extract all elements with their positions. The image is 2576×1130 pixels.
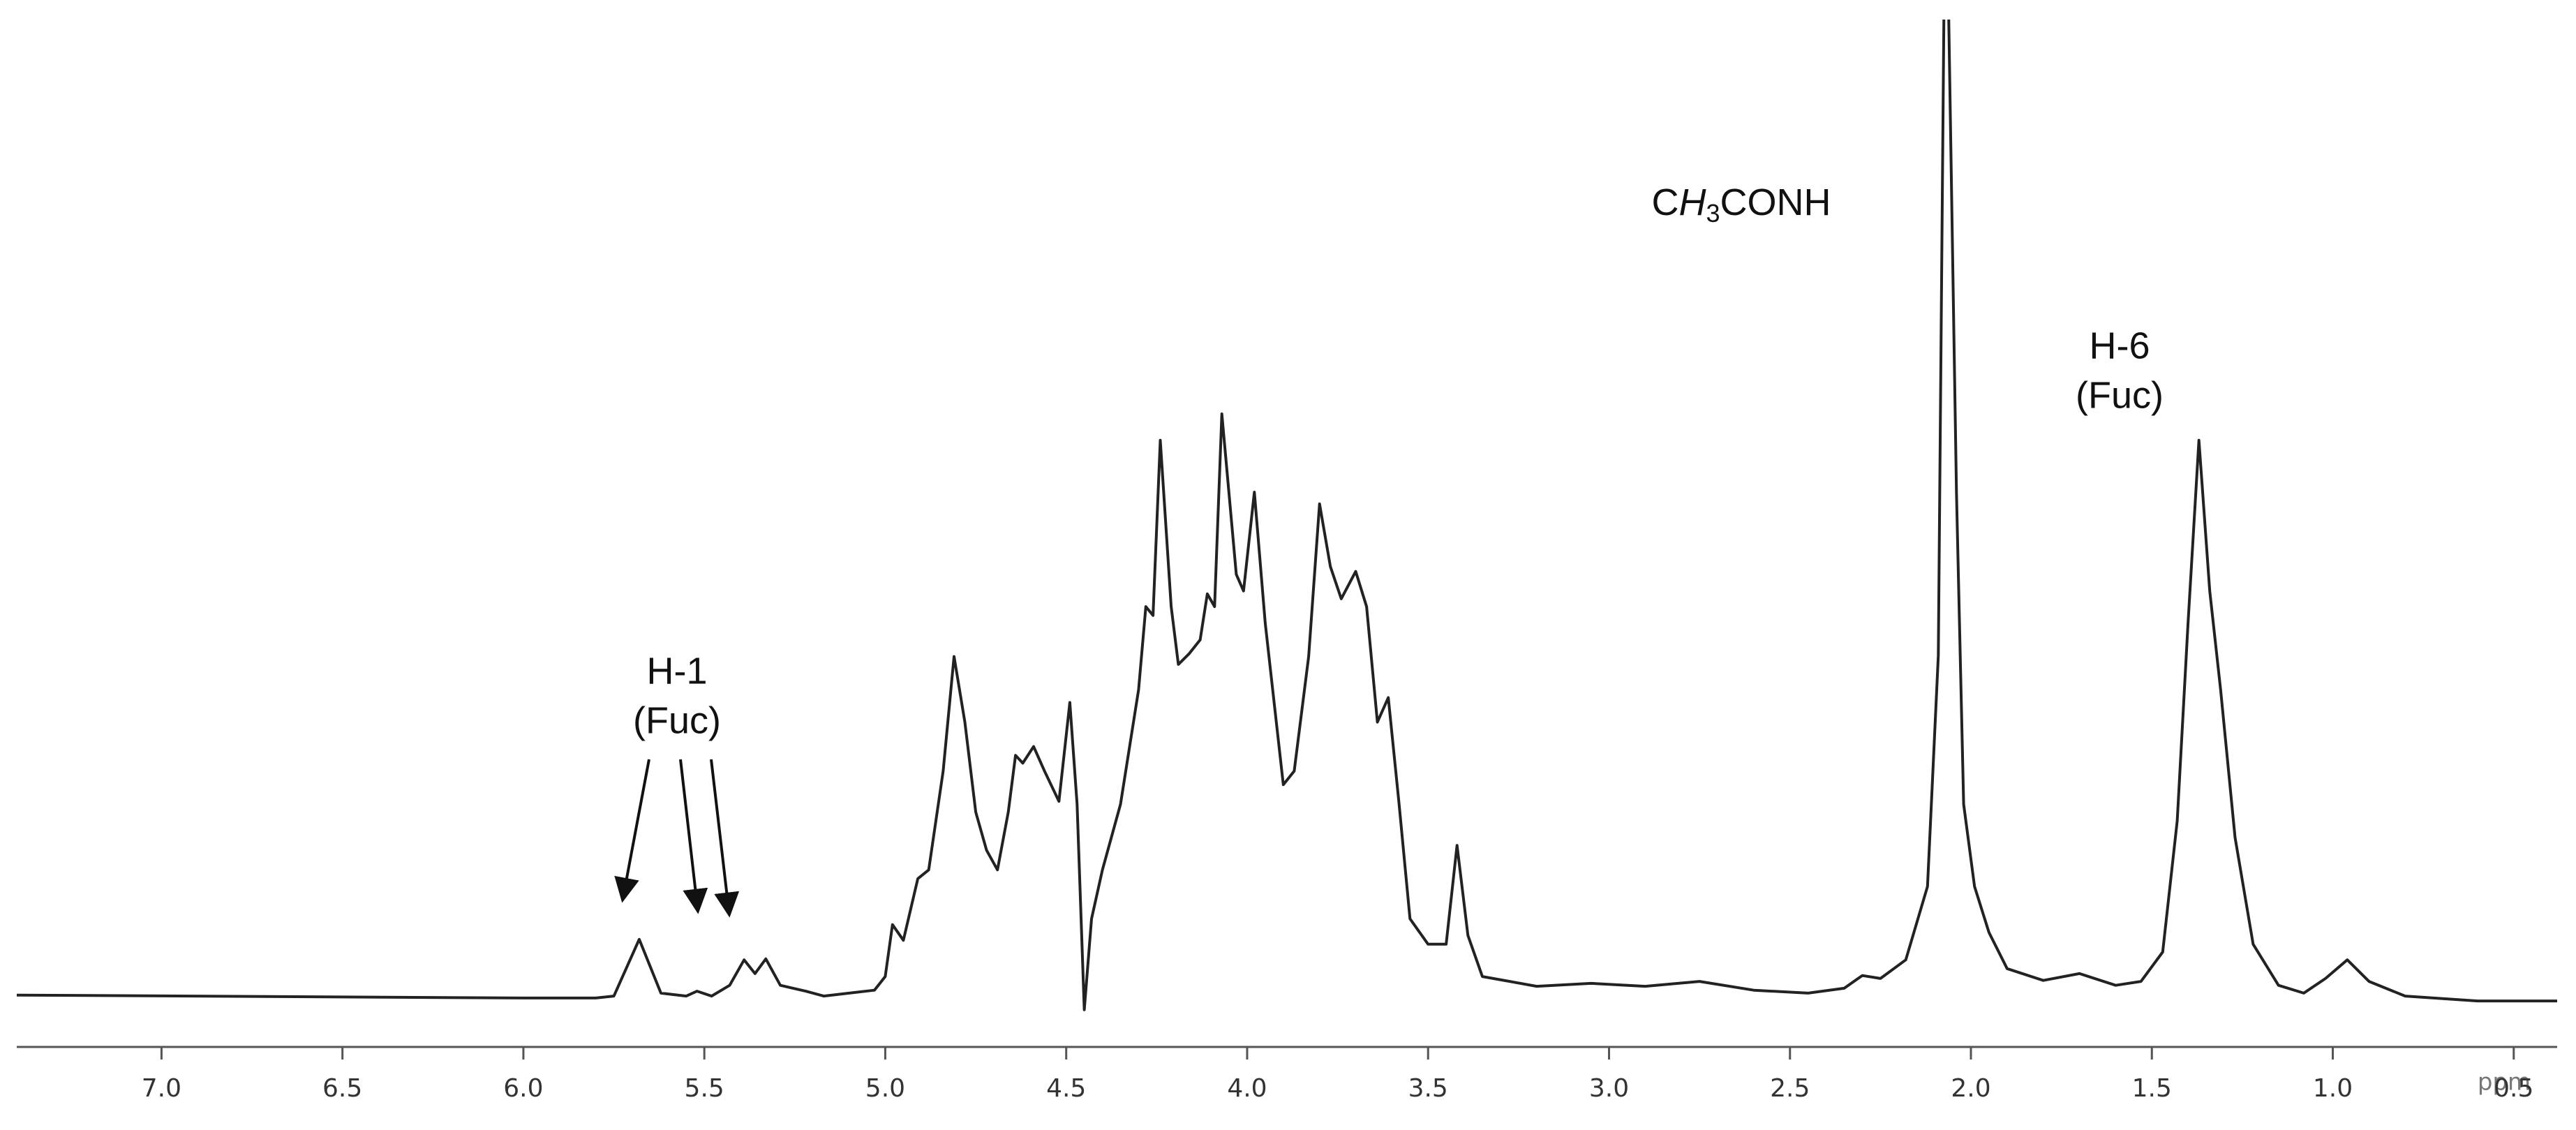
x-tick-label: 1.0 xyxy=(2313,1074,2353,1103)
x-tick-label: 2.0 xyxy=(1951,1074,1990,1103)
annotation-part: H xyxy=(1678,181,1706,223)
x-tick-label: 6.0 xyxy=(503,1074,543,1103)
x-unit: ppm xyxy=(2478,1069,2531,1096)
arrow xyxy=(679,759,708,914)
arrow xyxy=(710,759,740,918)
x-tick-label: 3.0 xyxy=(1589,1074,1629,1103)
spectrum-line xyxy=(16,20,2557,1011)
annotation: H-6 xyxy=(2089,325,2150,366)
annotation: (Fuc) xyxy=(2076,374,2164,416)
annotation: (Fuc) xyxy=(633,699,721,741)
annotation: CH3CONH xyxy=(1651,181,1831,227)
annotation-part: 3 xyxy=(1706,199,1720,228)
x-tick-label: 3.5 xyxy=(1408,1074,1448,1103)
h1-arrows xyxy=(614,759,740,918)
x-tick-label: 2.5 xyxy=(1770,1074,1810,1103)
arrow xyxy=(614,759,650,903)
x-tick-label: 4.5 xyxy=(1046,1074,1086,1103)
x-tick-label: 1.5 xyxy=(2132,1074,2172,1103)
x-tick-label: 0.5 xyxy=(2494,1074,2533,1103)
annotation-part: CONH xyxy=(1720,181,1831,223)
x-tick-label: 5.5 xyxy=(685,1074,724,1103)
annotation-part: C xyxy=(1651,181,1678,223)
x-tick-label: 4.0 xyxy=(1227,1074,1267,1103)
x-tick-label: 7.0 xyxy=(142,1074,181,1103)
x-tick-label: 5.0 xyxy=(865,1074,905,1103)
x-tick-label: 6.5 xyxy=(322,1074,362,1103)
annotation: H-1 xyxy=(646,650,707,692)
